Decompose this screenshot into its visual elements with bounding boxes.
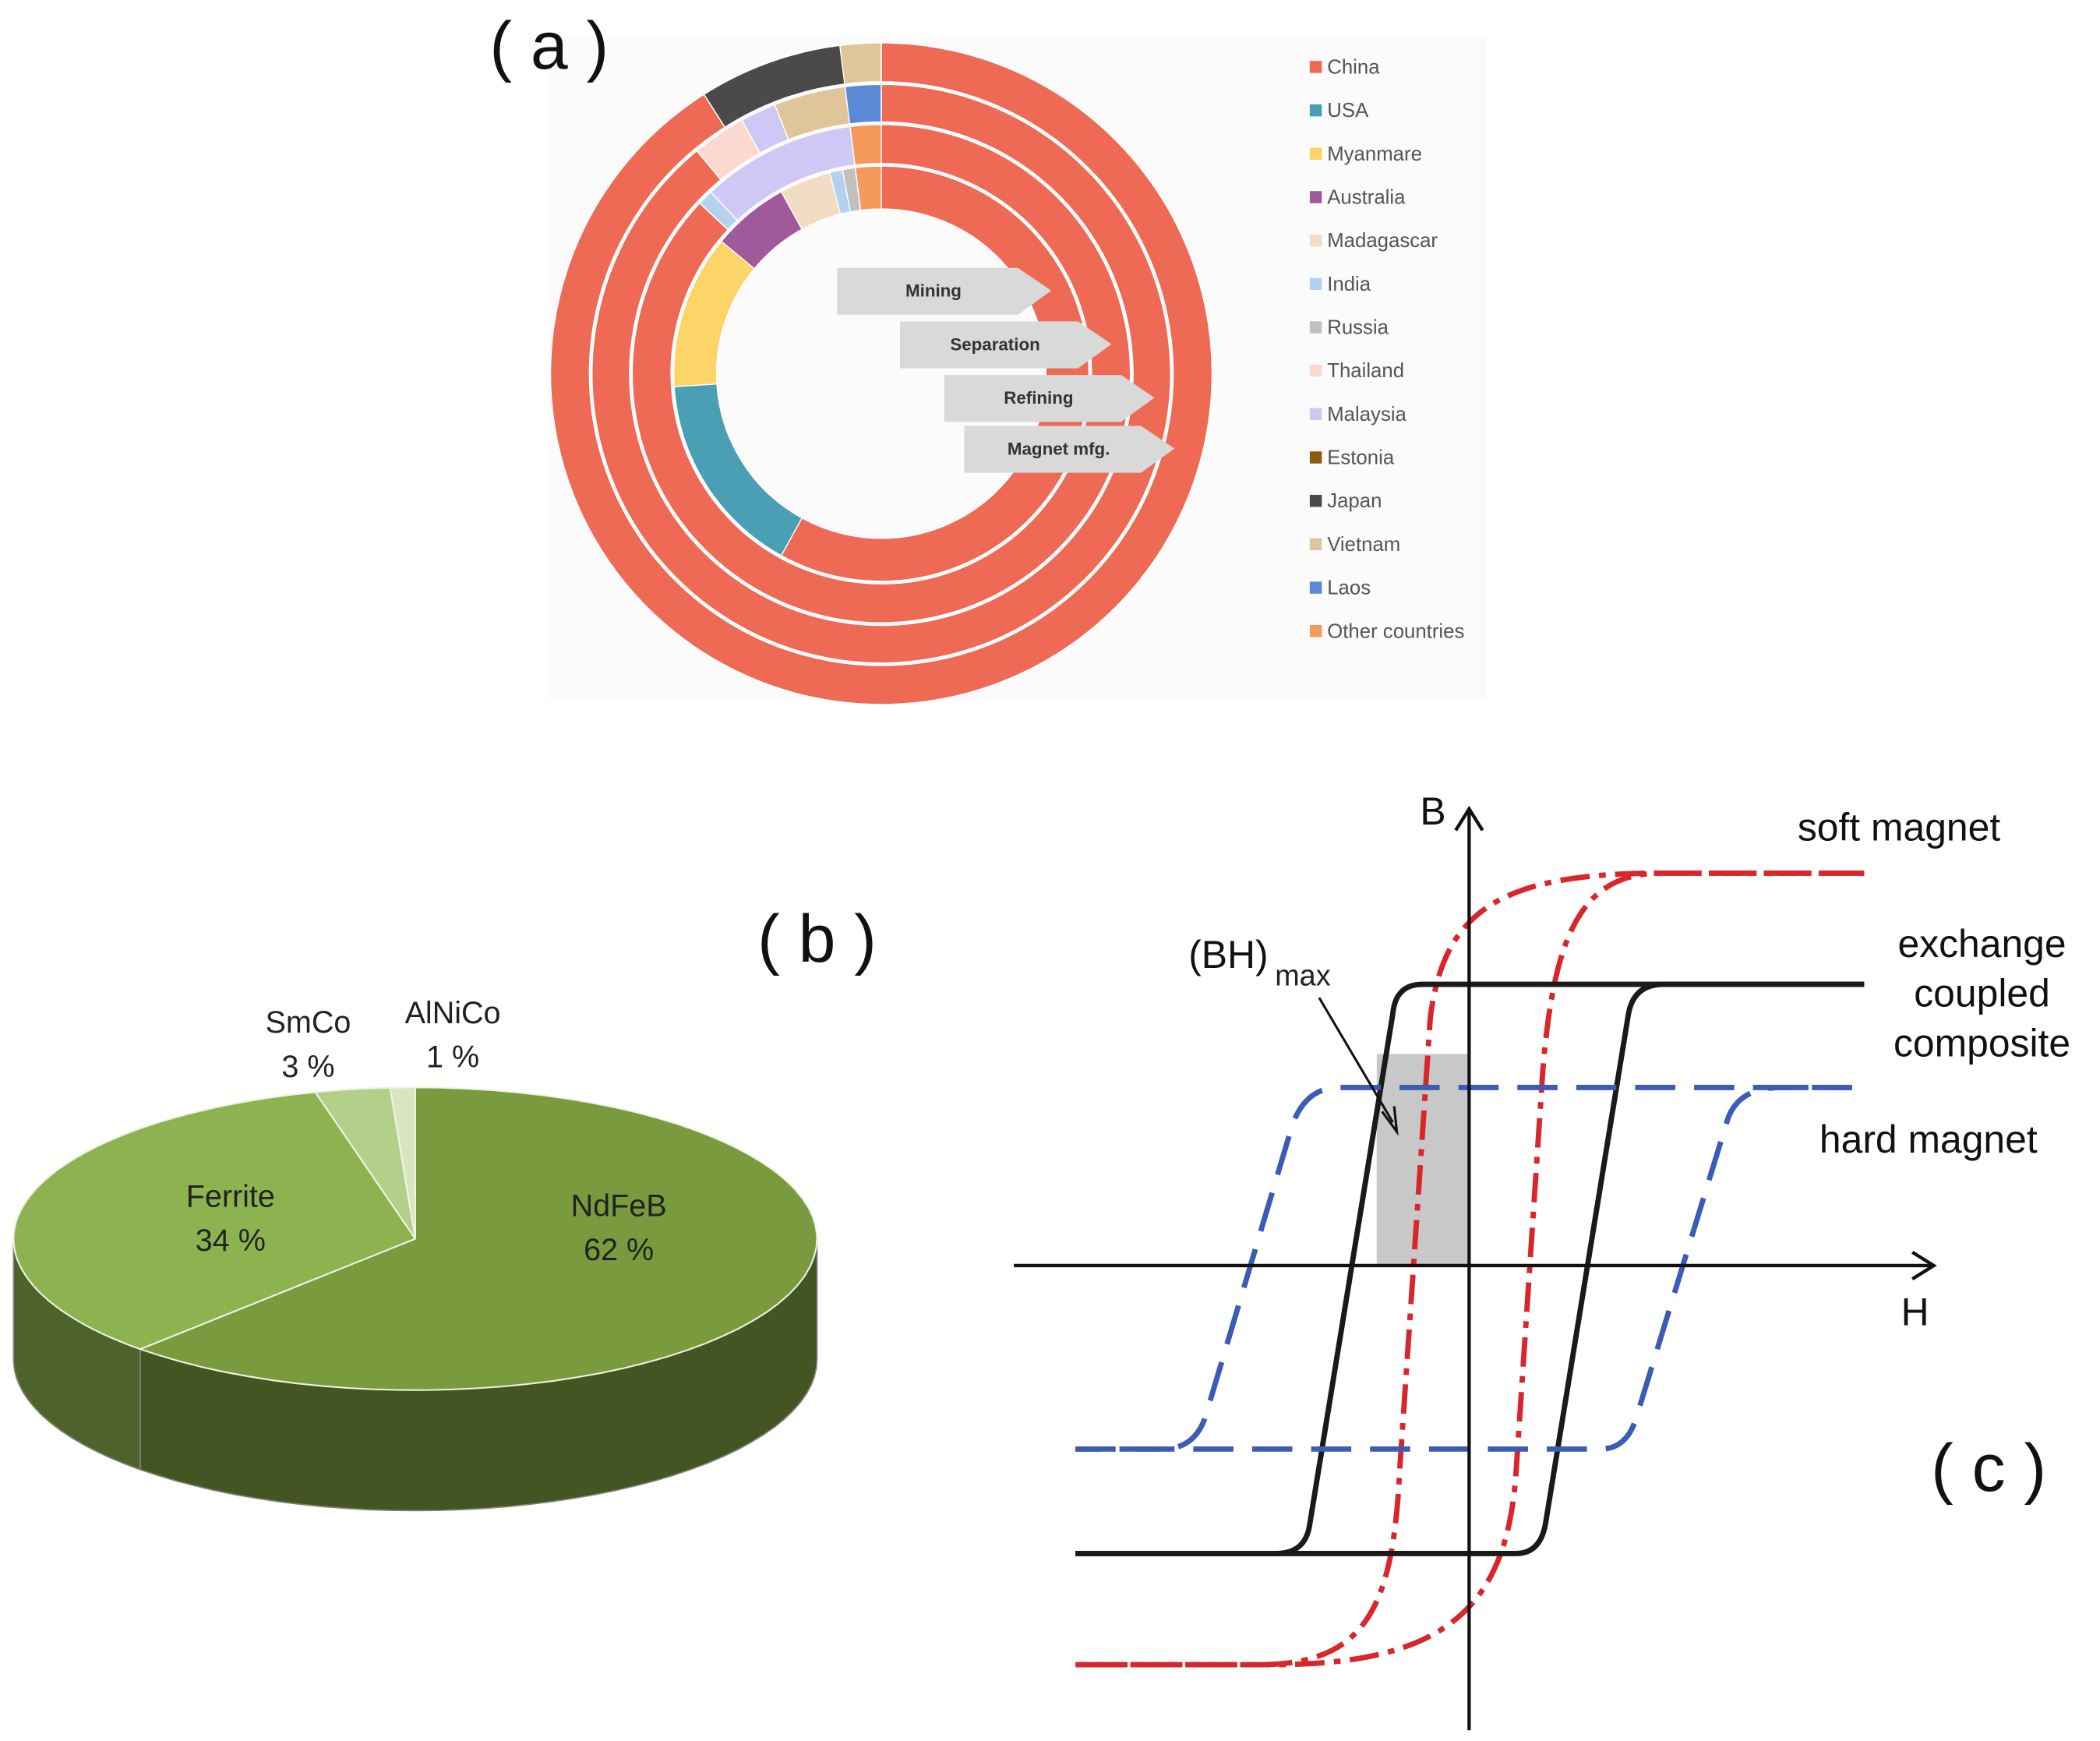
legend-swatch <box>1309 234 1322 247</box>
stage-label: Refining <box>1004 388 1073 408</box>
stage-label: Magnet mfg. <box>1008 439 1110 458</box>
legend-swatch <box>1309 451 1322 464</box>
b-label: B <box>1420 789 1445 833</box>
soft-label: soft magnet <box>1798 806 2001 849</box>
legend-label: Malaysia <box>1327 404 1406 426</box>
ring-segment <box>844 83 882 125</box>
pie-value-label: 34 % <box>196 1224 266 1258</box>
legend-swatch <box>1309 538 1322 551</box>
pie-slice <box>313 1086 416 1240</box>
h-label: H <box>1901 1291 1929 1334</box>
legend-swatch <box>1309 61 1322 73</box>
legend-label: Estonia <box>1327 447 1395 469</box>
stage-arrow <box>964 426 1175 473</box>
hard-label: hard magnet <box>1819 1118 2038 1161</box>
composite-curve <box>1075 981 1865 1556</box>
composite-label: coupled <box>1914 972 2050 1015</box>
legend-label: USA <box>1327 100 1369 122</box>
legend-label: Laos <box>1327 577 1371 599</box>
legend-label: Thailand <box>1327 360 1404 382</box>
legend-label: Vietnam <box>1327 534 1400 556</box>
legend-label: Madagascar <box>1327 230 1438 252</box>
ring-segment <box>854 165 882 211</box>
b-axis-arrow <box>1454 805 1484 832</box>
pie-label: NdFeB <box>571 1188 667 1223</box>
panel-a: Mining Separation Refining Magnet mfg. China… <box>549 42 1464 705</box>
legend-swatch <box>1309 625 1322 637</box>
composite-label: exchange <box>1897 922 2066 966</box>
panel-b-title: ( b ) <box>757 902 877 976</box>
composite-label: composite <box>1894 1021 2070 1065</box>
legend-label: Myanmare <box>1327 143 1422 165</box>
panel-c-title: ( c ) <box>1931 1431 2046 1506</box>
stage-label: Separation <box>950 334 1039 354</box>
pie-label: Ferrite <box>186 1179 275 1213</box>
ring-segment <box>839 42 882 85</box>
soft-magnet-curve <box>1075 870 1865 1668</box>
panel-a-title: ( a ) <box>489 9 609 83</box>
soft-magnet-curve <box>1075 870 1865 1668</box>
pointer <box>1318 997 1394 1123</box>
legend-label: Other countries <box>1327 620 1464 642</box>
bh-subscript: max <box>1275 959 1331 992</box>
legend-swatch <box>1309 321 1322 334</box>
stage-label: Mining <box>905 281 962 301</box>
legend-swatch <box>1309 277 1322 291</box>
legend-label: Japan <box>1327 490 1382 512</box>
pie-value-label: 62 % <box>584 1233 654 1267</box>
stage-arrow <box>837 267 1052 315</box>
legend-swatch <box>1309 147 1322 161</box>
pie-value-label: 3 % <box>281 1050 334 1084</box>
pie-label: AlNiCo <box>405 996 501 1030</box>
panel-c: B H soft magnet exchange coupled composi… <box>1014 789 2070 1731</box>
pie-slice <box>137 1086 818 1391</box>
legend-swatch <box>1309 408 1322 421</box>
ring-segment <box>549 42 1213 705</box>
legend-label: Russia <box>1327 317 1389 339</box>
legend-swatch <box>1309 191 1322 203</box>
legend-label: India <box>1327 274 1371 295</box>
pie-slice <box>12 1091 417 1351</box>
legend-swatch <box>1309 494 1322 507</box>
bh-label: (BH) <box>1188 933 1268 976</box>
legend-label: Australia <box>1327 186 1406 208</box>
stage-arrow <box>900 321 1112 369</box>
legend-swatch <box>1309 581 1322 594</box>
pie-slice <box>389 1086 416 1239</box>
pie-value-label: 1 % <box>426 1040 479 1075</box>
h-axis-arrow <box>1911 1250 1937 1280</box>
legend-swatch <box>1309 364 1322 377</box>
pie-label: SmCo <box>266 1005 351 1040</box>
legend-swatch <box>1309 104 1322 117</box>
pointer-head <box>1381 1106 1399 1136</box>
stage-arrow <box>944 375 1155 422</box>
legend-label: China <box>1327 56 1380 78</box>
panel-b: NdFeB 62 % Ferrite 34 % SmCo 3 % AlNiCo 1 % <box>12 996 818 1512</box>
hard-magnet-curve <box>1075 1084 1852 1452</box>
ring-segment <box>849 124 882 166</box>
